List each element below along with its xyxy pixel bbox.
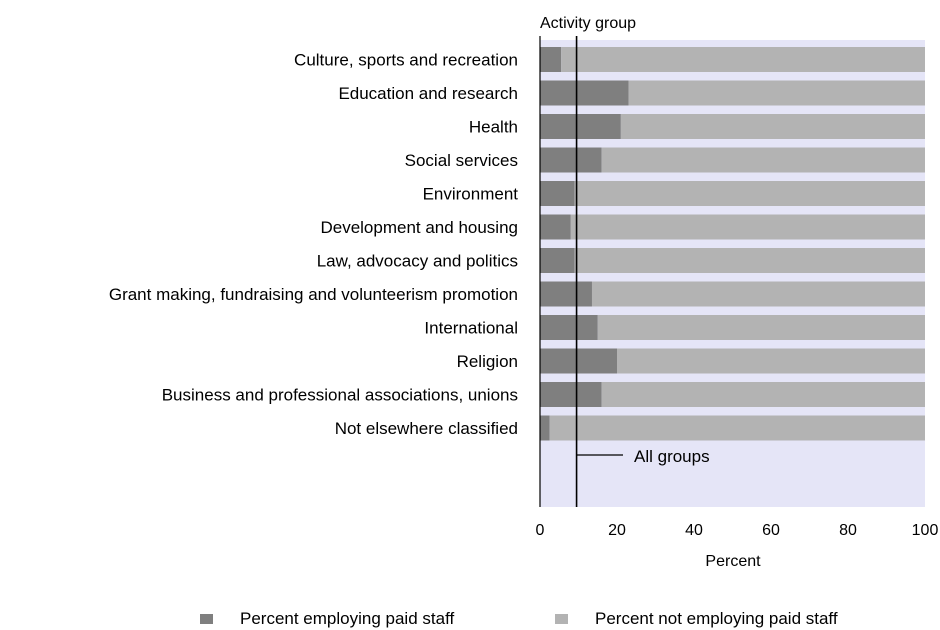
bar-not-employing-paid-staff (601, 147, 925, 173)
bar-not-employing-paid-staff (591, 281, 925, 307)
category-label: Grant making, fundraising and volunteeri… (109, 285, 518, 304)
x-axis-title: Percent (705, 553, 761, 570)
all-groups-label: All groups (634, 447, 710, 466)
bar-not-employing-paid-staff (620, 114, 925, 139)
bar-not-employing-paid-staff (628, 80, 925, 106)
reference-line-group: All groups (575, 36, 710, 507)
bar-employing-paid-staff (540, 348, 617, 374)
category-label: Development and housing (320, 218, 518, 237)
category-label: Business and professional associations, … (162, 386, 518, 405)
bar-employing-paid-staff (540, 47, 562, 72)
bar-employing-paid-staff (540, 315, 598, 340)
bar-employing-paid-staff (540, 114, 621, 139)
category-labels: Culture, sports and recreation Education … (109, 51, 518, 439)
chart-title: Activity group (540, 15, 636, 32)
x-tick-label: 60 (762, 522, 780, 539)
x-tick-label: 80 (839, 522, 857, 539)
bar-employing-paid-staff (540, 214, 571, 240)
category-label: Environment (423, 185, 519, 204)
category-label: Education and research (338, 84, 518, 103)
bar-not-employing-paid-staff (601, 382, 925, 407)
x-tick-label: 100 (912, 522, 939, 539)
legend-label: Percent employing paid staff (240, 609, 454, 628)
bar-not-employing-paid-staff (549, 415, 925, 441)
bar-not-employing-paid-staff (617, 348, 925, 374)
category-label: Religion (457, 352, 518, 371)
x-tick-label: 40 (685, 522, 703, 539)
bar-not-employing-paid-staff (574, 248, 925, 273)
category-label: Culture, sports and recreation (294, 51, 518, 70)
bar-employing-paid-staff (540, 281, 592, 307)
legend-label: Percent not employing paid staff (595, 609, 838, 628)
x-tick-label: 20 (608, 522, 626, 539)
legend-swatch-employing (200, 614, 213, 624)
x-tick-label: 0 (536, 522, 545, 539)
bar-not-employing-paid-staff (597, 315, 925, 340)
legend: Percent employing paid staff Percent not … (200, 609, 838, 628)
bars (539, 36, 925, 507)
category-label: International (424, 319, 518, 338)
bar-employing-paid-staff (540, 181, 575, 206)
category-label: Health (469, 118, 518, 137)
category-label: Not elsewhere classified (335, 419, 518, 438)
category-label: Social services (405, 151, 518, 170)
bar-not-employing-paid-staff (570, 214, 925, 240)
category-label: Law, advocacy and politics (317, 252, 518, 271)
bar-employing-paid-staff (540, 80, 629, 106)
bar-not-employing-paid-staff (574, 181, 925, 206)
bar-employing-paid-staff (540, 147, 602, 173)
legend-swatch-not-employing (555, 614, 568, 624)
bar-not-employing-paid-staff (561, 47, 925, 72)
bar-employing-paid-staff (540, 382, 602, 407)
bar-employing-paid-staff (540, 415, 550, 441)
x-axis-ticks: 0 20 40 60 80 100 (536, 522, 939, 539)
bar-employing-paid-staff (540, 248, 575, 273)
